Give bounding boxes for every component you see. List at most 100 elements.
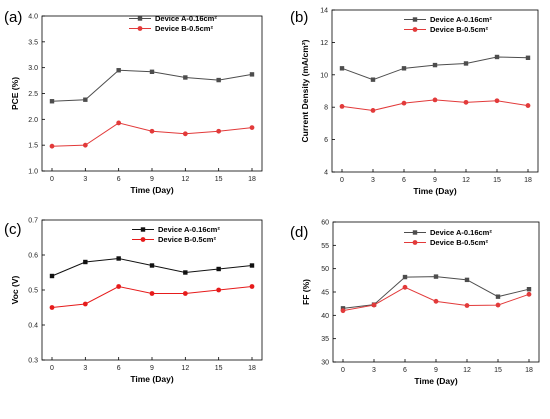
plot-frame — [41, 219, 263, 361]
y-tick-label: 30 — [321, 360, 329, 367]
data-point — [402, 284, 408, 290]
data-point — [183, 75, 188, 80]
panel-label: (b) — [290, 9, 308, 26]
panel-label: (a) — [4, 9, 22, 26]
x-tick-label: 18 — [525, 367, 533, 374]
y-tick-label: 35 — [321, 336, 329, 343]
x-tick-label: 12 — [181, 365, 189, 372]
y-tick-label: 1.0 — [28, 169, 38, 176]
x-tick-label: 0 — [50, 365, 54, 372]
data-point — [249, 284, 255, 289]
legend-marker — [412, 240, 418, 245]
data-point — [83, 259, 88, 265]
data-point — [463, 99, 469, 105]
legend-marker — [137, 16, 143, 21]
data-point — [433, 274, 439, 279]
chart-panel-2: (b) 4 6 8 10 12 14 0 3 6 9 12 15 18 Time (Day) Current … — [290, 8, 539, 196]
x-tick-label: 12 — [181, 176, 189, 183]
y-tick-label: 12 — [320, 40, 328, 47]
legend-marker — [140, 227, 146, 232]
x-tick-label: 3 — [372, 367, 376, 374]
data-point — [432, 62, 438, 68]
data-point — [149, 128, 155, 134]
y-tick-label: 1.5 — [28, 143, 38, 150]
data-point — [463, 61, 469, 66]
data-point — [249, 125, 255, 130]
data-point — [182, 291, 188, 296]
data-point — [149, 263, 155, 268]
data-point — [149, 69, 155, 74]
data-point — [495, 294, 501, 299]
y-tick-label: 45 — [321, 290, 329, 297]
data-point — [49, 305, 55, 310]
x-tick-label: 18 — [524, 177, 532, 184]
y-axis-title: Current Density (mA/cm²) — [300, 39, 310, 142]
data-point — [340, 308, 346, 314]
legend-label: Device B-0.5cm² — [430, 238, 488, 247]
x-tick-label: 3 — [371, 177, 375, 184]
data-point — [525, 55, 531, 60]
data-point — [495, 302, 501, 308]
x-tick-label: 18 — [248, 176, 256, 183]
y-tick-label: 6 — [324, 137, 328, 144]
data-point — [116, 284, 122, 289]
data-point — [339, 66, 345, 71]
x-tick-label: 15 — [215, 365, 223, 372]
series-line-1 — [51, 69, 253, 102]
legend-label: Device B-0.5cm² — [155, 24, 213, 33]
x-tick-label: 9 — [150, 365, 154, 372]
data-point — [249, 263, 255, 268]
x-tick-label: 18 — [248, 365, 256, 372]
data-point — [402, 274, 408, 280]
legend-label: Device B-0.5cm² — [430, 25, 488, 34]
y-tick-label: 0.4 — [28, 323, 38, 330]
series-line-2 — [51, 285, 253, 308]
data-point — [216, 266, 221, 272]
y-tick-label: 55 — [321, 243, 329, 250]
legend-marker — [137, 26, 143, 31]
data-point — [401, 66, 407, 71]
x-tick-label: 12 — [463, 367, 471, 374]
x-tick-label: 6 — [403, 367, 407, 374]
legend-label: Device A-0.16cm² — [158, 225, 220, 234]
x-tick-label: 9 — [433, 177, 437, 184]
legend-marker — [412, 17, 418, 22]
data-point — [82, 301, 88, 307]
data-point — [49, 273, 55, 279]
y-tick-label: 0.7 — [28, 218, 38, 225]
data-point — [216, 77, 221, 83]
y-tick-label: 0.6 — [28, 253, 38, 260]
x-tick-label: 9 — [434, 367, 438, 374]
x-tick-label: 3 — [83, 176, 87, 183]
y-tick-label: 60 — [321, 220, 329, 227]
data-point — [371, 302, 377, 308]
y-tick-label: 2.0 — [28, 117, 38, 124]
chart-panel-1: (a) 1.0 1.5 2.0 2.5 3.0 3.5 4.0 0 3 6 9 12 15 18 Time (… — [4, 9, 263, 195]
y-axis-title: PCE (%) — [10, 77, 20, 110]
x-tick-label: 3 — [83, 365, 87, 372]
x-axis-title: Time (Day) — [413, 186, 456, 196]
data-point — [49, 143, 55, 149]
data-point — [116, 256, 121, 261]
y-tick-label: 4.0 — [28, 14, 38, 21]
data-point — [216, 128, 222, 134]
data-point — [149, 291, 155, 296]
x-tick-label: 6 — [402, 177, 406, 184]
data-point — [116, 68, 121, 73]
x-tick-label: 15 — [215, 176, 223, 183]
x-axis-title: Time (Day) — [414, 376, 457, 386]
legend-marker — [140, 237, 146, 242]
data-point — [370, 108, 376, 113]
data-point — [82, 142, 88, 148]
series-line-1 — [341, 56, 529, 81]
panel-label: (c) — [4, 221, 22, 238]
y-tick-label: 2.5 — [28, 91, 38, 98]
y-tick-label: 40 — [321, 313, 329, 320]
y-tick-label: 50 — [321, 266, 329, 273]
chart-panel-4: (d) 30 35 40 45 50 55 60 0 3 6 9 12 15 18 Time (Day) FF … — [290, 220, 540, 386]
data-point — [182, 131, 188, 137]
data-point — [433, 298, 439, 304]
legend-label: Device A-0.16cm² — [430, 228, 492, 237]
data-point — [370, 77, 376, 82]
